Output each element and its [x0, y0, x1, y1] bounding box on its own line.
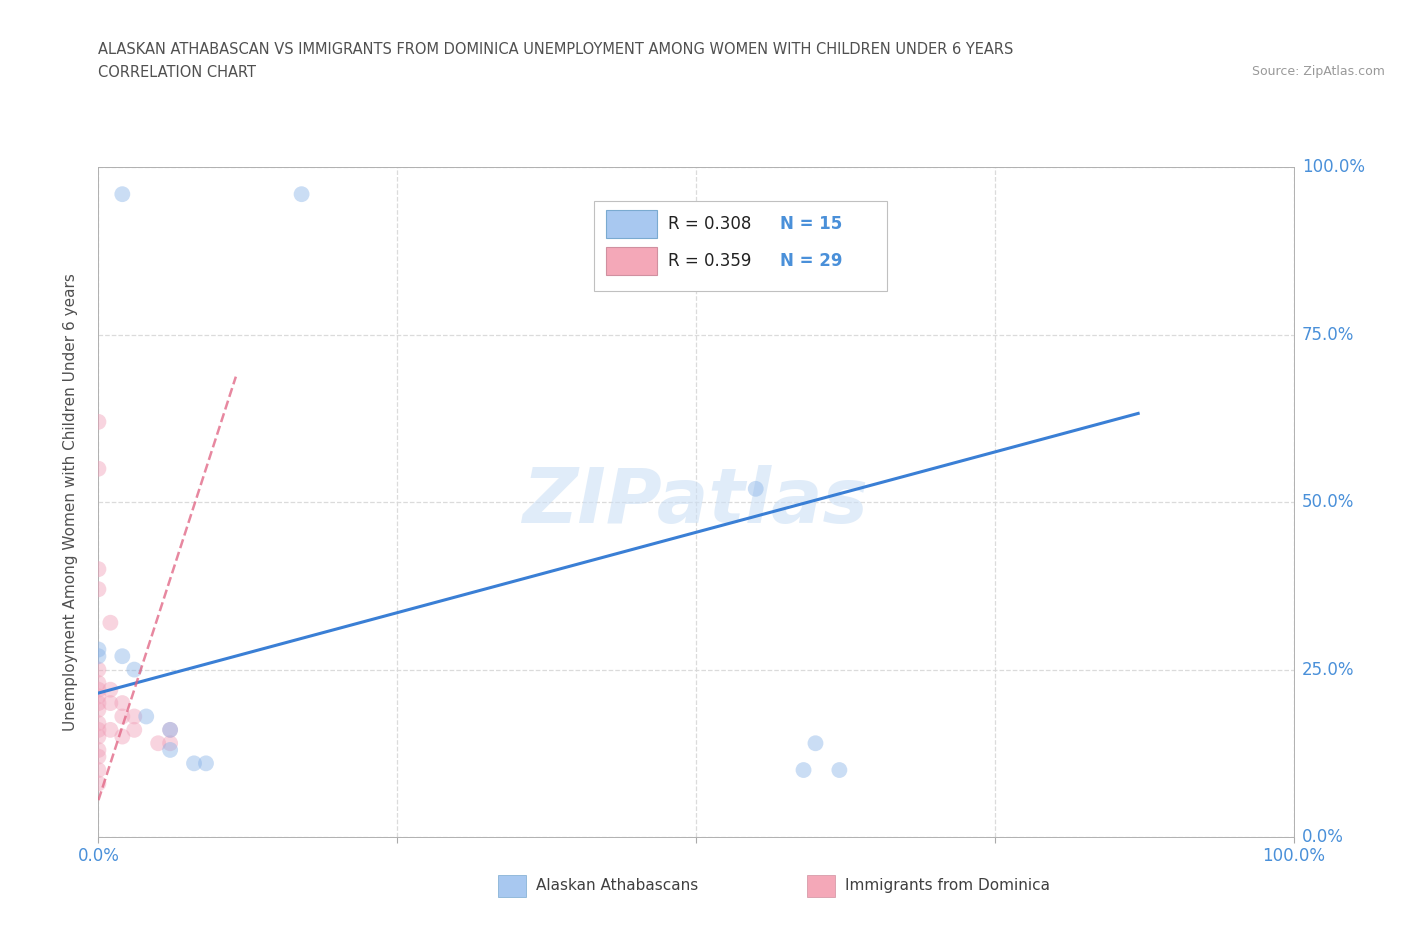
Text: 100.0%: 100.0% [1302, 158, 1365, 177]
Point [87, 582, 110, 597]
Text: Immigrants from Dominica: Immigrants from Dominica [845, 878, 1050, 893]
Point [828, 763, 851, 777]
Point [124, 723, 146, 737]
Text: ZIPatlas: ZIPatlas [523, 465, 869, 539]
Point [793, 763, 815, 777]
Text: Alaskan Athabascans: Alaskan Athabascans [536, 878, 697, 893]
Point [111, 187, 134, 202]
Point [87, 742, 110, 757]
Point [87, 696, 110, 711]
Point [87, 415, 110, 430]
Point [183, 756, 205, 771]
Text: R = 0.359: R = 0.359 [668, 252, 752, 270]
Point [111, 709, 134, 724]
Point [87, 723, 110, 737]
Point [98, 696, 122, 711]
Point [87, 750, 110, 764]
Point [159, 736, 181, 751]
Point [111, 696, 134, 711]
Point [159, 723, 181, 737]
Point [87, 689, 110, 704]
Point [87, 642, 110, 657]
Point [98, 683, 122, 698]
Text: R = 0.308: R = 0.308 [668, 216, 752, 233]
Point [135, 709, 157, 724]
Point [159, 723, 181, 737]
Text: 75.0%: 75.0% [1302, 326, 1354, 344]
FancyBboxPatch shape [595, 201, 887, 291]
FancyBboxPatch shape [606, 247, 657, 275]
Text: 25.0%: 25.0% [1302, 660, 1354, 679]
Text: N = 15: N = 15 [779, 216, 842, 233]
FancyBboxPatch shape [606, 210, 657, 238]
Point [87, 702, 110, 717]
Point [124, 662, 146, 677]
Point [111, 649, 134, 664]
Point [745, 482, 768, 497]
Point [87, 649, 110, 664]
Point [87, 776, 110, 790]
Text: ALASKAN ATHABASCAN VS IMMIGRANTS FROM DOMINICA UNEMPLOYMENT AMONG WOMEN WITH CHI: ALASKAN ATHABASCAN VS IMMIGRANTS FROM DO… [98, 42, 1014, 57]
Point [98, 616, 122, 631]
Point [87, 562, 110, 577]
Text: Source: ZipAtlas.com: Source: ZipAtlas.com [1251, 65, 1385, 78]
Point [804, 736, 827, 751]
Point [290, 187, 312, 202]
Point [87, 461, 110, 476]
Point [194, 756, 217, 771]
Point [87, 716, 110, 731]
Point [124, 709, 146, 724]
Point [159, 742, 181, 757]
Point [87, 675, 110, 690]
Text: 0.0%: 0.0% [1302, 828, 1344, 846]
Text: N = 29: N = 29 [779, 252, 842, 270]
Point [98, 723, 122, 737]
Text: CORRELATION CHART: CORRELATION CHART [98, 65, 256, 80]
Point [87, 662, 110, 677]
Point [111, 729, 134, 744]
Point [87, 683, 110, 698]
Text: 50.0%: 50.0% [1302, 493, 1354, 512]
Y-axis label: Unemployment Among Women with Children Under 6 years: Unemployment Among Women with Children U… [63, 273, 77, 731]
Point [87, 729, 110, 744]
Point [148, 736, 170, 751]
Point [87, 763, 110, 777]
